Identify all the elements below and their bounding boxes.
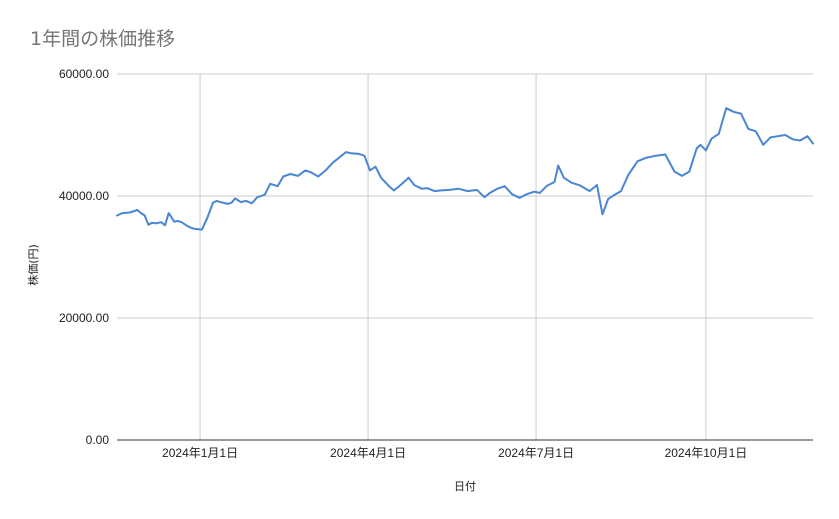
horizontal-gridlines	[117, 73, 813, 319]
y-tick-label: 60000.00	[59, 67, 109, 81]
y-tick-label: 20000.00	[59, 311, 109, 325]
x-axis-tick-labels: 2024年1月1日 2024年4月1日 2024年7月1日 2024年10月1日	[162, 446, 747, 460]
x-tick-label: 2024年10月1日	[665, 446, 748, 460]
vertical-gridlines	[199, 74, 707, 440]
x-tick-label: 2024年7月1日	[498, 446, 574, 460]
series-line-1	[116, 107, 814, 231]
x-axis-title: 日付	[454, 480, 476, 493]
y-tick-label: 0.00	[86, 433, 110, 447]
y-tick-label: 40000.00	[59, 189, 109, 203]
y-axis-title: 株価(円)	[26, 244, 40, 286]
series-layer	[116, 107, 814, 231]
y-axis-tick-labels: 0.00 20000.00 40000.00 60000.00	[59, 67, 109, 447]
x-tick-label: 2024年4月1日	[330, 446, 406, 460]
x-tick-label: 2024年1月1日	[162, 446, 238, 460]
chart-title: 1年間の株価推移	[30, 28, 175, 50]
